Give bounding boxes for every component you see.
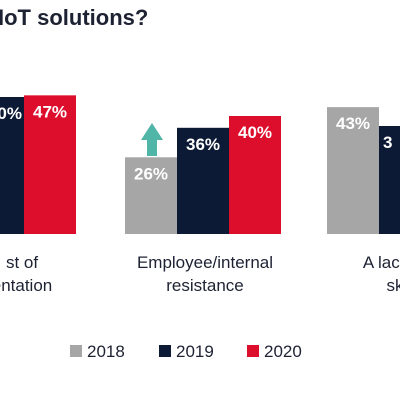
bar-2020-0 (24, 95, 76, 234)
bar-value-label: 40% (238, 123, 272, 142)
category-labels: st of entation Employee/internal resistance… (0, 253, 400, 295)
category-label: sk (387, 276, 400, 295)
bar-2018-2 (327, 107, 379, 234)
category-label: st of (6, 253, 38, 272)
bars-group: 0% 47% 26% 36% 40% 43% 3 (0, 95, 400, 234)
category-label: Employee/internal (137, 253, 273, 272)
bar-2019-2-clipped (379, 126, 400, 234)
chart-title: IoT solutions? (0, 5, 148, 30)
up-arrow-icon (141, 123, 163, 156)
bar-value-label: 3 (383, 133, 392, 152)
legend: 2018 2019 2020 (70, 342, 302, 361)
bar-value-label: 47% (33, 102, 67, 121)
bar-2019-1 (177, 127, 229, 234)
bar-2020-1 (229, 116, 281, 234)
category-label: entation (0, 276, 52, 295)
legend-swatch-2019 (159, 345, 171, 357)
legend-swatch-2020 (247, 345, 259, 357)
legend-label-2018: 2018 (87, 342, 125, 361)
category-label: A lack of (363, 253, 400, 272)
bar-value-label: 26% (134, 164, 168, 183)
bar-value-label: 43% (336, 114, 370, 133)
legend-label-2020: 2020 (264, 342, 302, 361)
bar-2018-1 (125, 157, 177, 234)
category-label: resistance (166, 276, 243, 295)
bar-value-label: 0% (0, 104, 22, 123)
bar-value-label: 36% (186, 135, 220, 154)
legend-label-2019: 2019 (176, 342, 214, 361)
legend-swatch-2018 (70, 345, 82, 357)
bar-2019-0-clipped (0, 97, 24, 234)
